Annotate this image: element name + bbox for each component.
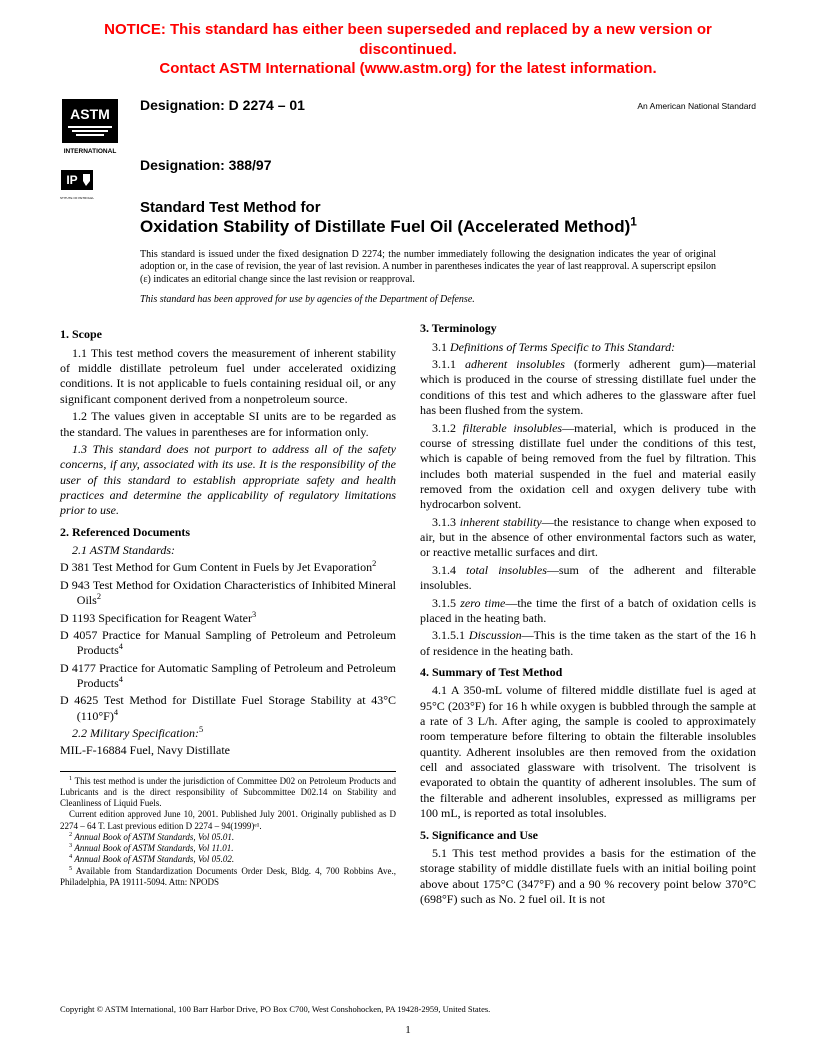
page-number: 1 — [0, 1024, 816, 1036]
fn3-text: Annual Book of ASTM Standards, Vol 11.01… — [74, 843, 233, 853]
fn5: 5 Available from Standardization Documen… — [60, 866, 396, 889]
refdocs-2-2: 2.2 Military Specification:5 — [60, 726, 396, 741]
term-3-1-1: 3.1.1 adherent insolubles (formerly adhe… — [420, 357, 756, 418]
svg-text:IP: IP — [66, 173, 77, 187]
title-block: Standard Test Method for Oxidation Stabi… — [140, 199, 716, 237]
svg-text:INTERNATIONAL: INTERNATIONAL — [64, 148, 117, 155]
ref-d1193: D 1193 Specification for Reagent Water3 — [60, 611, 396, 626]
title-line2: Oxidation Stability of Distillate Fuel O… — [140, 217, 716, 237]
refdocs-sub1: 2.1 ASTM Standards: — [72, 543, 175, 557]
term-3-1-4: 3.1.4 total insolubles—sum of the adhere… — [420, 563, 756, 594]
fn4-text: Annual Book of ASTM Standards, Vol 05.02… — [74, 854, 234, 864]
title-superscript: 1 — [630, 214, 637, 228]
ref-d4057-sup: 4 — [119, 642, 123, 651]
refdocs-head: 2. Referenced Documents — [60, 525, 396, 540]
svg-text:ASTM: ASTM — [70, 106, 110, 122]
refdocs-sub2: 2.2 Military Specification: — [72, 726, 199, 740]
terminology-head: 3. Terminology — [420, 321, 756, 336]
header-block: ASTM INTERNATIONAL Designation: D 2274 –… — [60, 97, 756, 306]
significance-head: 5. Significance and Use — [420, 828, 756, 843]
notice-banner: NOTICE: This standard has either been su… — [60, 20, 756, 79]
summary-head: 4. Summary of Test Method — [420, 665, 756, 680]
ref-d4057-code: D 4057 — [60, 628, 97, 642]
scope-head: 1. Scope — [60, 327, 396, 342]
term-3-1-3: 3.1.3 inherent stability—the resistance … — [420, 515, 756, 561]
dod-approval: This standard has been approved for use … — [140, 294, 756, 305]
ref-d4177-code: D 4177 — [60, 661, 96, 675]
ref-d381-text: Test Method for Gum Content in Fuels by … — [93, 560, 372, 574]
ref-d1193-code: D 1193 — [60, 611, 95, 625]
fn1b: Current edition approved June 10, 2001. … — [60, 809, 396, 832]
term-3-1-5: 3.1.5 zero time—the time the first of a … — [420, 596, 756, 627]
ref-d1193-text: Specification for Reagent Water — [98, 611, 252, 625]
ans-label: An American National Standard — [637, 101, 756, 111]
fn3: 3 Annual Book of ASTM Standards, Vol 11.… — [60, 843, 396, 854]
title-text: Oxidation Stability of Distillate Fuel O… — [140, 217, 630, 236]
designation-ip: Designation: 388/97 — [140, 157, 756, 173]
term-3-1: 3.1 Definitions of Terms Specific to Thi… — [420, 340, 756, 355]
ref-d943: D 943 Test Method for Oxidation Characte… — [60, 578, 396, 609]
ref-d4625-code: D 4625 — [60, 693, 98, 707]
fn2-text: Annual Book of ASTM Standards, Vol 05.01… — [74, 832, 234, 842]
astm-logo: ASTM INTERNATIONAL — [60, 97, 120, 161]
issuance-note: This standard is issued under the fixed … — [140, 249, 716, 287]
page: NOTICE: This standard has either been su… — [0, 0, 816, 1056]
fn1a: 1 This test method is under the jurisdic… — [60, 776, 396, 810]
ref-d4625: D 4625 Test Method for Distillate Fuel S… — [60, 693, 396, 724]
notice-line2: Contact ASTM International (www.astm.org… — [159, 60, 656, 77]
ref-d4177: D 4177 Practice for Automatic Sampling o… — [60, 661, 396, 692]
ref-d4057: D 4057 Practice for Manual Sampling of P… — [60, 628, 396, 659]
fn4: 4 Annual Book of ASTM Standards, Vol 05.… — [60, 854, 396, 865]
ref-d4177-text: Practice for Automatic Sampling of Petro… — [77, 661, 396, 690]
term-3-1-5-1: 3.1.5.1 Discussion—This is the time take… — [420, 628, 756, 659]
refdocs-2-1: 2.1 ASTM Standards: — [60, 543, 396, 558]
body-columns: 1. Scope 1.1 This test method covers the… — [60, 321, 756, 907]
footnotes-block: 1 This test method is under the jurisdic… — [60, 771, 396, 889]
summary-4-1: 4.1 A 350-mL volume of filtered middle d… — [420, 683, 756, 821]
ref-d381: D 381 Test Method for Gum Content in Fue… — [60, 560, 396, 575]
scope-1-2: 1.2 The values given in acceptable SI un… — [60, 409, 396, 440]
fn1a-text: This test method is under the jurisdicti… — [60, 776, 396, 809]
ref-mil: MIL-F-16884 Fuel, Navy Distillate — [60, 743, 396, 758]
ip-logo: IP INSTITUTE OF PETROLEUM — [60, 169, 100, 208]
ref-d943-text: Test Method for Oxidation Characteristic… — [77, 578, 396, 607]
ref-d1193-sup: 3 — [252, 610, 256, 619]
ref-d4625-sup: 4 — [114, 708, 118, 717]
refdocs-sub2-sup: 5 — [199, 725, 203, 734]
significance-5-1: 5.1 This test method provides a basis fo… — [420, 846, 756, 907]
scope-1-3-text: 1.3 This standard does not purport to ad… — [60, 442, 396, 517]
ref-d943-code: D 943 — [60, 578, 90, 592]
copyright-line: Copyright © ASTM International, 100 Barr… — [60, 1004, 756, 1014]
ref-d943-sup: 2 — [97, 592, 101, 601]
ref-d4057-text: Practice for Manual Sampling of Petroleu… — [77, 628, 396, 657]
ref-d381-code: D 381 — [60, 560, 90, 574]
ref-d4177-sup: 4 — [119, 675, 123, 684]
fn5-text: Available from Standardization Documents… — [60, 866, 396, 887]
scope-1-1: 1.1 This test method covers the measurem… — [60, 346, 396, 407]
notice-line1: NOTICE: This standard has either been su… — [104, 21, 712, 58]
ref-d4625-text: Test Method for Distillate Fuel Storage … — [77, 693, 396, 722]
scope-1-3: 1.3 This standard does not purport to ad… — [60, 442, 396, 519]
term-3-1-2: 3.1.2 filterable insolubles—material, wh… — [420, 421, 756, 513]
fn2: 2 Annual Book of ASTM Standards, Vol 05.… — [60, 832, 396, 843]
svg-text:INSTITUTE OF PETROLEUM: INSTITUTE OF PETROLEUM — [60, 196, 94, 200]
ref-d381-sup: 2 — [372, 559, 376, 568]
